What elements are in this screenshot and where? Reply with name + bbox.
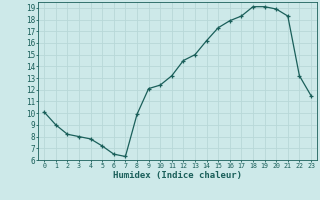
X-axis label: Humidex (Indice chaleur): Humidex (Indice chaleur) <box>113 171 242 180</box>
